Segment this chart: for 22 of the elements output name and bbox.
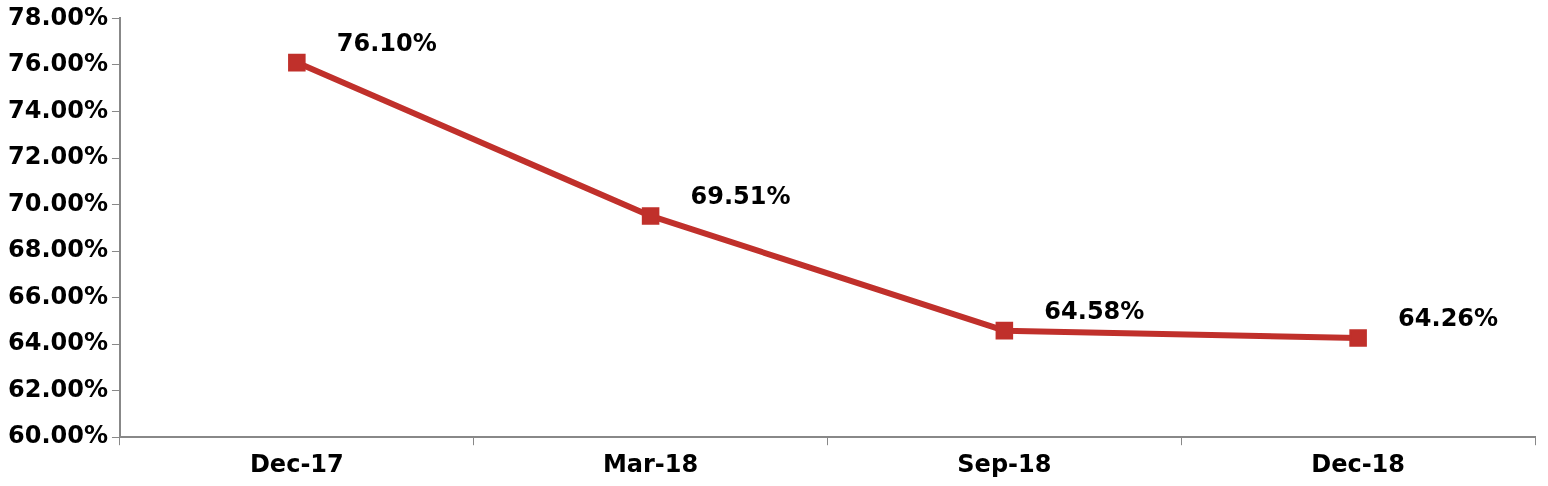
data-label: 69.51% xyxy=(690,182,791,211)
x-tick-label: Sep-18 xyxy=(957,449,1052,478)
y-tick-label: 72.00% xyxy=(7,142,108,171)
x-tick-label: Dec-18 xyxy=(1311,449,1406,478)
x-tick-label: Mar-18 xyxy=(602,449,699,478)
y-tick-label: 62.00% xyxy=(7,374,108,403)
y-tick-label: 60.00% xyxy=(7,421,108,450)
y-tick-label: 66.00% xyxy=(7,281,108,310)
y-tick-label: 78.00% xyxy=(7,2,108,31)
y-tick-label: 68.00% xyxy=(7,235,108,264)
point xyxy=(1349,329,1367,347)
y-tick-label: 70.00% xyxy=(7,188,108,217)
data-label: 64.58% xyxy=(1044,296,1145,325)
y-tick-label: 76.00% xyxy=(7,49,108,78)
data-label: 76.10% xyxy=(336,28,437,57)
y-tick-label: 74.00% xyxy=(7,95,108,124)
point xyxy=(641,207,660,225)
point xyxy=(288,53,306,72)
point xyxy=(995,321,1014,340)
data-label: 64.26% xyxy=(1398,304,1499,333)
x-tick-label: Dec-17 xyxy=(249,449,344,478)
y-tick-label: 64.00% xyxy=(7,328,108,357)
